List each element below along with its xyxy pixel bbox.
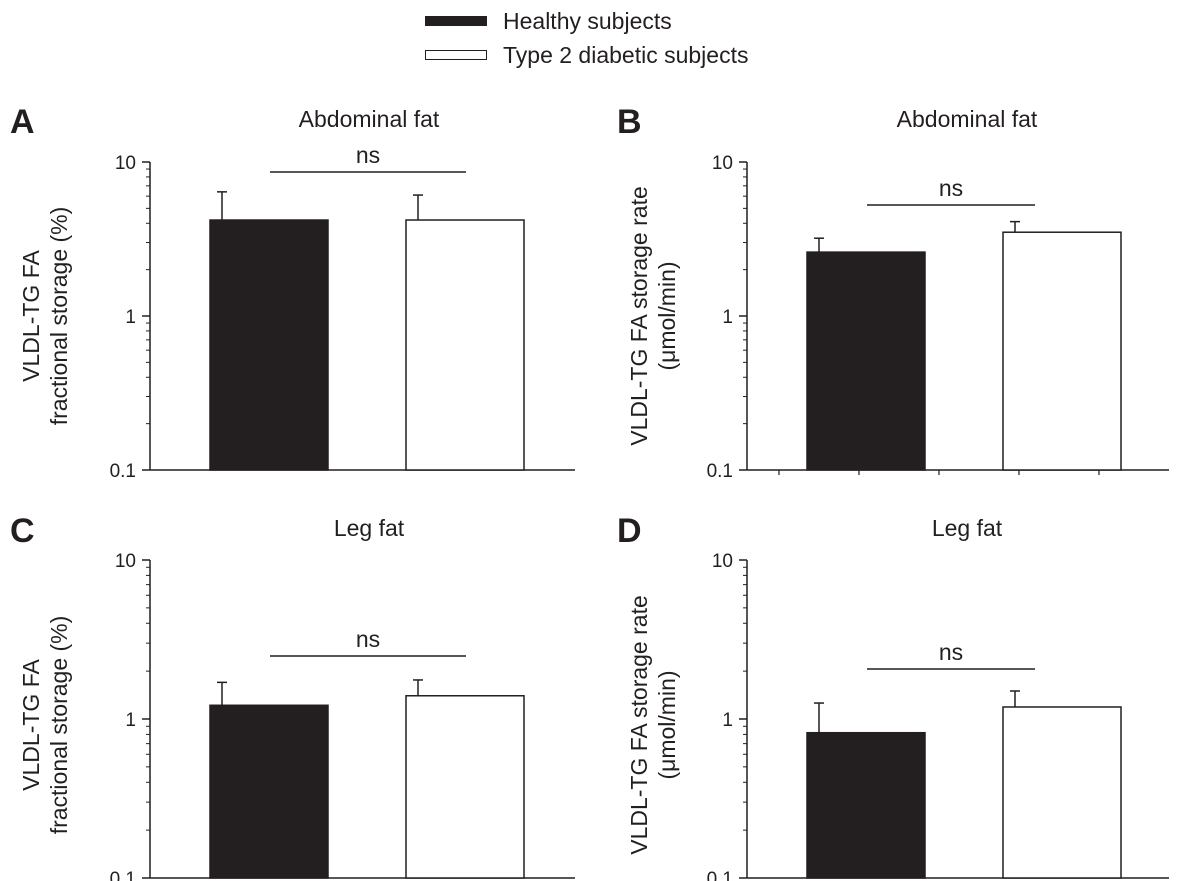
- chart-d-svg: 0.1 1 10 ns: [707, 551, 1169, 881]
- y-axis-label-c-line-2: fractional storage (%): [46, 615, 72, 835]
- legend-item-healthy: Healthy subjects: [425, 6, 672, 36]
- legend-label-healthy: Healthy subjects: [503, 7, 672, 34]
- bar-d-healthy: [806, 731, 926, 879]
- y-tick-label-a: 0.1: [110, 461, 136, 482]
- bar-b-diabetic: [1002, 231, 1122, 471]
- y-tick-label-c: 1: [125, 710, 136, 731]
- panel-c: 0.1 1 10 ns C Leg fat VLDL-TG FA fractional…: [0, 501, 589, 881]
- bar-a-diabetic: [405, 219, 525, 471]
- y-axis-label-a-line-2: fractional storage (%): [46, 206, 72, 426]
- y-tick-label-b: 1: [722, 307, 733, 328]
- significance-label-b: ns: [939, 175, 963, 201]
- panel-title-b: Abdominal fat: [896, 106, 1038, 132]
- chart-c-svg: 0.1 1 10 ns: [110, 551, 575, 881]
- legend-item-diabetic: Type 2 diabetic subjects: [425, 40, 748, 70]
- bar-c-healthy: [209, 704, 329, 879]
- y-axis-label-c-line-1: VLDL-TG FA: [18, 659, 44, 791]
- significance-label-c: ns: [356, 626, 380, 652]
- y-axis-label-b-line-1: VLDL-TG FA storage rate: [626, 186, 652, 446]
- panel-letter-d: D: [617, 512, 642, 550]
- panel-a: 0.1 1 10 ns A Abdominal fat VLDL-TG FA frac…: [0, 92, 589, 482]
- y-tick-label-b: 0.1: [707, 461, 733, 482]
- legend-swatch-diabetic: [425, 50, 487, 60]
- panel-title-a: Abdominal fat: [298, 106, 440, 132]
- bar-c-diabetic: [405, 695, 525, 879]
- panel-d: 0.1 1 10 ns D Leg fat VLDL-TG FA storage ra…: [589, 501, 1178, 881]
- y-tick-label-c: 0.1: [110, 869, 136, 881]
- legend-swatch-healthy: [425, 16, 487, 26]
- y-tick-label-a: 1: [125, 307, 136, 328]
- y-axis-label-b: VLDL-TG FA storage rate (μmol/min): [625, 186, 681, 446]
- bar-a-healthy: [209, 219, 329, 471]
- y-axis-label-a-line-1: VLDL-TG FA: [18, 250, 44, 382]
- panel-b: 0.1 1 10 ns B Abdominal fat VLDL-TG FA stor…: [589, 92, 1178, 482]
- panel-title-d: Leg fat: [931, 515, 1003, 541]
- y-axis-label-a: VLDL-TG FA fractional storage (%): [17, 207, 73, 426]
- y-axis-label-c: VLDL-TG FA fractional storage (%): [17, 616, 73, 835]
- y-axis-label-d: VLDL-TG FA storage rate (μmol/min): [625, 595, 681, 855]
- y-tick-label-b: 10: [712, 153, 733, 174]
- y-axis-label-b-line-2: (μmol/min): [654, 261, 680, 371]
- panel-letter-c: C: [10, 512, 35, 550]
- y-tick-label-c: 10: [115, 551, 136, 572]
- significance-label-a: ns: [356, 142, 380, 168]
- bar-b-healthy: [806, 251, 926, 471]
- legend: Healthy subjects Type 2 diabetic subject…: [425, 6, 825, 70]
- significance-label-d: ns: [939, 639, 963, 665]
- y-axis-label-d-line-2: (μmol/min): [654, 670, 680, 780]
- y-axis-label-d-line-1: VLDL-TG FA storage rate: [626, 595, 652, 855]
- bar-d-diabetic: [1002, 706, 1122, 879]
- y-tick-label-a: 10: [115, 153, 136, 174]
- y-tick-label-d: 0.1: [707, 869, 733, 881]
- panel-title-c: Leg fat: [333, 515, 405, 541]
- panel-letter-a: A: [10, 103, 35, 141]
- legend-label-diabetic: Type 2 diabetic subjects: [503, 41, 749, 68]
- y-tick-label-d: 1: [722, 710, 733, 731]
- chart-a-svg: 0.1 1 10 ns: [110, 142, 575, 482]
- chart-b-svg: 0.1 1 10 ns: [707, 153, 1169, 482]
- panel-letter-b: B: [617, 103, 642, 141]
- y-tick-label-d: 10: [712, 551, 733, 572]
